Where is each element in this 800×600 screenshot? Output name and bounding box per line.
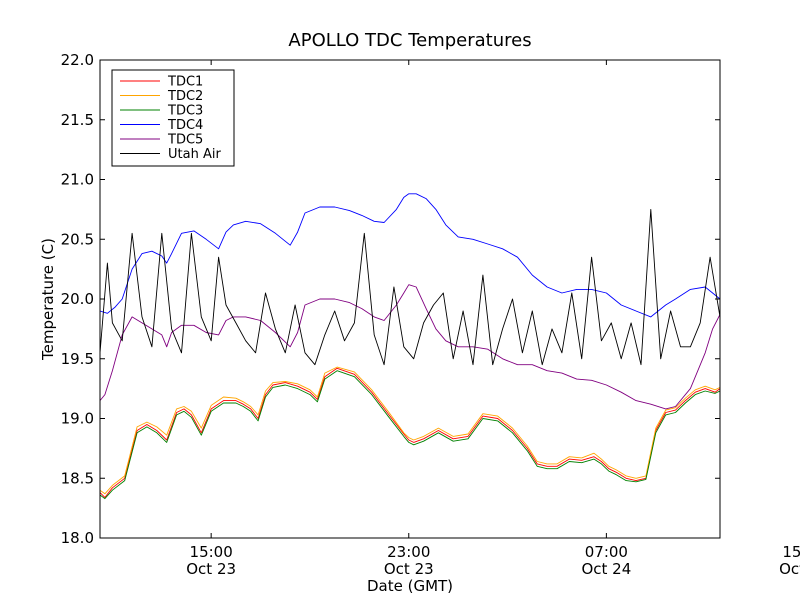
series-line-tdc5 <box>99 284 721 410</box>
y-axis-label: Temperature (C) <box>39 238 57 361</box>
x-tick-label-date: Oct 23 <box>186 560 236 578</box>
y-axis: 18.0 18.5 19.0 19.5 20.0 20.5 21.0 21.5 22.0 <box>61 51 720 547</box>
series-line-tdc2 <box>99 366 721 495</box>
x-tick-label-date: Oct 24 <box>779 560 800 578</box>
series-group <box>99 193 721 500</box>
y-tick-label: 18.5 <box>61 469 94 487</box>
chart-title: APOLLO TDC Temperatures <box>288 30 531 51</box>
y-tick-label: 21.5 <box>61 111 94 129</box>
x-tick-label-time: 15:00 <box>190 543 233 561</box>
x-tick-label-date: Oct 23 <box>384 560 434 578</box>
y-tick-label: 18.0 <box>61 529 94 547</box>
legend-label: TDC5 <box>167 133 203 148</box>
y-tick-label: 20.0 <box>61 290 94 308</box>
legend-box <box>111 69 235 167</box>
x-axis-label: Date (GMT) <box>367 577 453 595</box>
y-tick-label: 21.0 <box>61 171 94 189</box>
x-tick-label-time: 15:00 <box>782 543 800 561</box>
y-tick-label: 19.5 <box>61 350 94 368</box>
legend-label: TDC4 <box>167 118 203 133</box>
series-line-tdc4 <box>99 193 721 318</box>
y-tick-label: 22.0 <box>61 51 94 69</box>
legend-label: Utah Air <box>168 147 221 162</box>
y-tick-label: 20.5 <box>61 230 94 248</box>
series-line-tdc1 <box>99 367 721 498</box>
series-line-utah-air <box>99 208 721 366</box>
legend-label: TDC1 <box>167 75 203 90</box>
x-tick-label-date: Oct 24 <box>581 560 631 578</box>
x-tick-label-time: 23:00 <box>387 543 430 561</box>
legend-label: TDC2 <box>167 89 203 104</box>
y-tick-label: 19.0 <box>61 410 94 428</box>
x-tick-label-time: 07:00 <box>585 543 628 561</box>
legend-label: TDC3 <box>167 104 203 119</box>
series-line-tdc3 <box>99 370 721 500</box>
